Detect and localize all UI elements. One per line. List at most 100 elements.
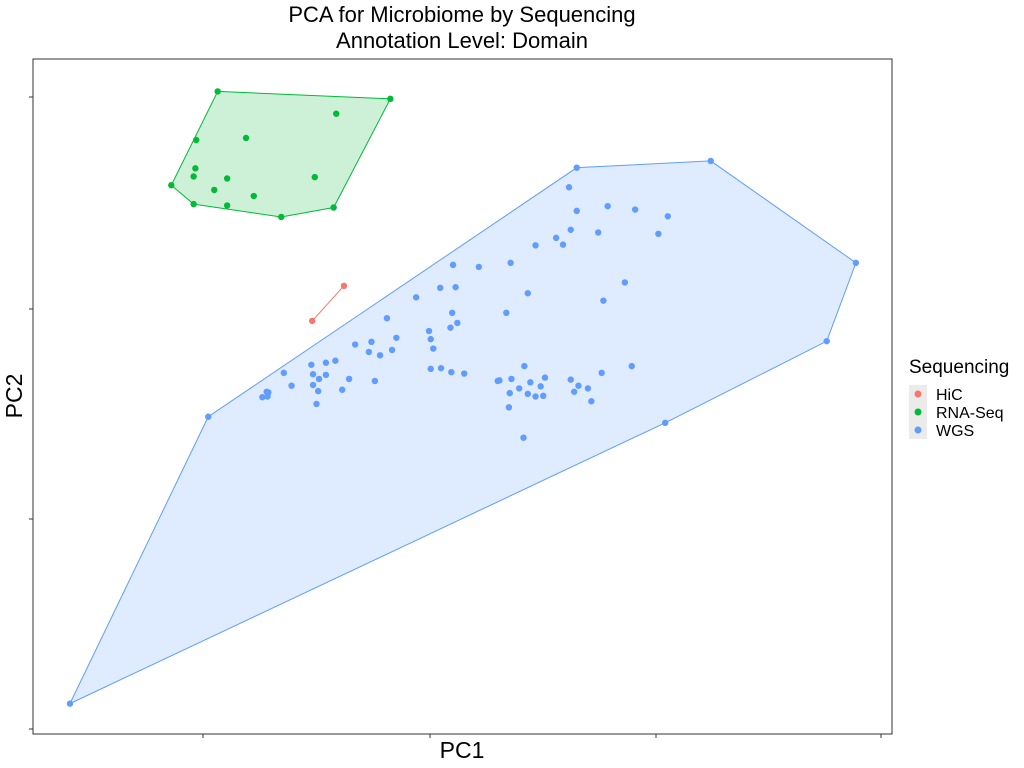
data-point-rna-seq <box>190 173 197 180</box>
data-point-wgs <box>430 345 437 352</box>
data-point-hic <box>308 317 316 325</box>
data-point-wgs <box>308 361 315 368</box>
data-point-wgs <box>508 375 515 383</box>
data-point-wgs <box>567 226 574 233</box>
data-point-rna-seq <box>250 192 257 200</box>
data-point-wgs <box>559 241 567 248</box>
data-point-wgs <box>600 297 607 304</box>
data-point-wgs <box>604 202 611 210</box>
data-point-wgs <box>521 362 528 370</box>
data-point-wgs <box>371 377 379 385</box>
data-point-wgs <box>412 294 420 301</box>
legend-item-rna-seq: RNA-Seq <box>909 403 1004 422</box>
axis-ticks <box>29 96 882 738</box>
data-point-wgs <box>573 207 580 215</box>
data-point-wgs <box>475 263 483 271</box>
data-point-wgs <box>565 184 573 191</box>
data-point-wgs <box>351 341 359 348</box>
legend-title: Sequencing <box>909 357 1009 378</box>
chart-subtitle: Annotation Level: Domain <box>336 28 588 53</box>
data-point-wgs <box>448 309 456 316</box>
data-point-wgs <box>365 348 373 356</box>
data-point-wgs <box>537 383 544 390</box>
data-point-wgs <box>288 382 295 389</box>
data-point-rna-seq <box>168 182 175 189</box>
data-point-rna-seq <box>311 173 318 181</box>
data-point-wgs <box>322 359 330 366</box>
data-point-wgs <box>368 338 375 346</box>
data-point-wgs <box>664 213 672 220</box>
data-point-wgs <box>309 371 317 378</box>
data-point-wgs <box>515 385 523 392</box>
data-point-wgs <box>598 369 605 377</box>
data-point-wgs <box>339 386 346 393</box>
data-point-wgs <box>823 337 830 345</box>
data-point-rna-seq <box>333 110 340 117</box>
data-point-wgs <box>567 376 574 383</box>
data-point-wgs <box>507 259 514 267</box>
data-point-wgs <box>852 259 860 267</box>
data-point-wgs <box>383 315 391 322</box>
legend-key-hic <box>914 390 922 398</box>
data-point-wgs <box>573 164 580 171</box>
data-point-wgs <box>541 374 549 381</box>
data-point-hic <box>340 282 348 289</box>
data-point-wgs <box>524 390 531 397</box>
data-point-wgs <box>313 400 320 408</box>
hull-layer <box>68 90 857 705</box>
data-point-wgs <box>315 375 323 383</box>
y-axis-title: PC2 <box>1 374 27 419</box>
data-point-wgs <box>552 234 560 242</box>
legend-key-rna-seq <box>914 408 922 416</box>
data-point-rna-seq <box>193 136 200 144</box>
data-point-rna-seq <box>278 213 285 221</box>
data-point-wgs <box>631 206 639 213</box>
data-point-rna-seq <box>330 204 337 211</box>
data-point-wgs <box>532 393 539 400</box>
x-axis-title: PC1 <box>440 737 485 763</box>
data-point-rna-seq <box>190 200 197 208</box>
data-point-wgs <box>595 229 602 236</box>
data-point-wgs <box>388 346 396 354</box>
data-point-wgs <box>503 309 510 316</box>
data-point-wgs <box>532 242 539 249</box>
data-point-wgs <box>655 230 662 238</box>
legend-item-wgs: WGS <box>909 421 974 440</box>
legend: Sequencing HiC RNA-Seq WGS <box>909 357 1009 440</box>
hull-wgs <box>68 160 857 705</box>
data-point-wgs <box>540 392 547 400</box>
data-point-wgs <box>461 370 468 377</box>
data-point-wgs <box>427 335 434 343</box>
data-point-wgs <box>662 419 669 427</box>
data-point-wgs <box>314 387 322 395</box>
data-point-wgs <box>264 393 271 400</box>
data-point-wgs <box>376 352 384 359</box>
data-point-wgs <box>506 389 513 397</box>
data-point-wgs <box>322 371 330 379</box>
data-point-wgs <box>436 284 444 292</box>
data-point-wgs <box>447 324 454 331</box>
data-point-wgs <box>280 369 288 377</box>
legend-key-wgs <box>914 426 922 434</box>
data-point-rna-seq <box>211 186 218 194</box>
legend-label-hic: HiC <box>936 387 963 404</box>
plot-panel <box>32 58 893 735</box>
data-point-wgs <box>524 290 531 297</box>
data-point-rna-seq <box>387 95 394 103</box>
data-point-rna-seq <box>223 202 231 209</box>
data-point-wgs <box>452 283 459 291</box>
data-point-rna-seq <box>242 134 250 142</box>
data-point-wgs <box>393 334 400 341</box>
data-point-wgs <box>449 261 457 269</box>
data-point-wgs <box>628 362 635 370</box>
data-point-wgs <box>496 377 503 384</box>
legend-item-hic: HiC <box>909 385 963 404</box>
data-point-wgs <box>437 364 445 372</box>
data-point-wgs <box>520 434 527 441</box>
point-layer <box>66 88 860 707</box>
data-point-wgs <box>425 327 433 335</box>
data-point-wgs <box>448 369 455 376</box>
data-point-wgs <box>588 398 595 405</box>
data-point-wgs <box>427 365 434 373</box>
